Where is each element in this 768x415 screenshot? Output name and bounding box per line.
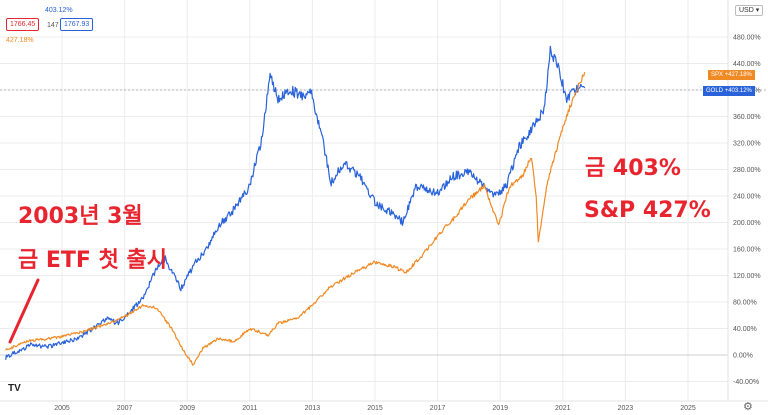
- x-tick-label: 2017: [430, 405, 446, 412]
- x-tick-label: 2013: [305, 405, 321, 412]
- series-line-gold: [5, 45, 586, 360]
- x-tick-label: 2015: [367, 405, 383, 412]
- y-tick-label: 480.00%: [733, 35, 761, 42]
- x-tick-label: 2011: [242, 405, 257, 412]
- spread-value: 147: [47, 22, 59, 29]
- x-tick-label: 2009: [179, 405, 195, 412]
- x-axis: 2005 2007 2009 2011 2013 2015 2017 2019 2021 2023…: [54, 405, 696, 412]
- x-tick-label: 2007: [117, 405, 133, 412]
- y-tick-label: 440.00%: [733, 61, 761, 68]
- y-tick-label: 360.00%: [733, 114, 761, 121]
- x-tick-label: 2025: [680, 405, 696, 412]
- y-tick-label: 320.00%: [733, 141, 761, 148]
- spx-badge-value: +427.18%: [724, 72, 752, 78]
- y-tick-label: 80.00%: [733, 300, 757, 307]
- series-line-spx: [5, 71, 586, 366]
- gold-badge-value: +403.12%: [724, 88, 752, 94]
- y-tick-label: 240.00%: [733, 194, 761, 201]
- currency-label: USD: [739, 7, 754, 14]
- currency-selector[interactable]: USD ▾: [735, 5, 764, 16]
- x-tick-label: 2005: [54, 405, 70, 412]
- y-tick-label: 40.00%: [733, 326, 757, 333]
- spx-badge-label: SPX: [711, 72, 724, 78]
- right-price-box[interactable]: 1767.93: [60, 18, 94, 31]
- spx-percent-header: 427.18%: [6, 37, 34, 44]
- spx-price-badge: SPX +427.18%: [708, 70, 755, 80]
- left-price-box[interactable]: 1766.45: [6, 18, 40, 31]
- y-tick-label: 160.00%: [733, 247, 761, 254]
- gold-percent-header: 403.12%: [45, 7, 73, 14]
- y-tick-label: 280.00%: [733, 167, 761, 174]
- series-layer: [5, 45, 586, 366]
- x-tick-label: 2019: [492, 405, 508, 412]
- x-tick-label: 2023: [618, 405, 634, 412]
- chevron-down-icon: ▾: [755, 7, 760, 14]
- tradingview-logo: TV: [8, 383, 21, 394]
- annotation-gold-result: 금 403%: [585, 156, 681, 181]
- y-tick-label: -40.00%: [733, 379, 759, 386]
- y-tick-label: 200.00%: [733, 220, 761, 227]
- settings-gear-icon[interactable]: ⚙: [743, 401, 753, 413]
- y-tick-label: 120.00%: [733, 273, 761, 280]
- annotation-spx-result: S&P 427%: [584, 198, 711, 223]
- gold-badge-label: GOLD: [706, 88, 724, 94]
- annotation-date: 2003년 3월: [18, 204, 143, 229]
- annotation-etf-launch: 금 ETF 첫 출시: [18, 248, 168, 273]
- y-tick-label: 0.00%: [733, 353, 753, 360]
- annotation-arrow: [8, 278, 40, 344]
- x-tick-label: 2021: [555, 405, 571, 412]
- gold-price-badge: GOLD +403.12%: [703, 86, 755, 96]
